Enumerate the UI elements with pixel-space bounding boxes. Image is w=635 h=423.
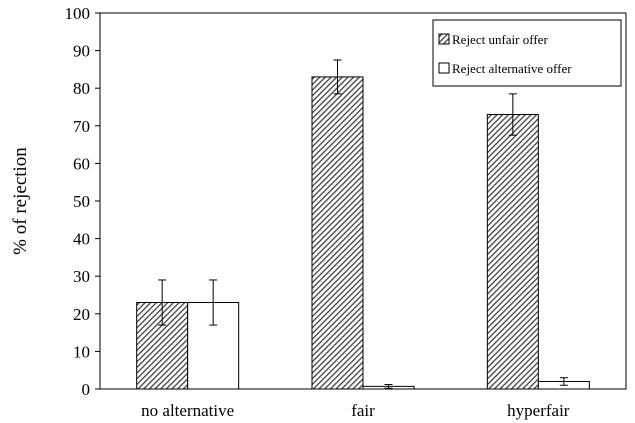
y-tick-label: 70	[73, 117, 90, 136]
legend-label-reject-unfair: Reject unfair offer	[452, 32, 548, 47]
legend-box	[432, 19, 622, 87]
y-tick-label: 0	[82, 380, 91, 399]
y-tick-label: 20	[73, 305, 90, 324]
error-bars	[158, 59, 568, 389]
category-label: no alternative	[141, 401, 234, 420]
y-tick-label: 100	[65, 4, 91, 23]
legend: Reject unfair offer Reject alternative o…	[432, 19, 622, 87]
bars	[136, 76, 590, 390]
y-tick-label: 90	[73, 42, 90, 61]
y-axis-label: % of rejection	[10, 147, 31, 255]
bar-reject-unfair	[486, 114, 539, 390]
y-ticks: 0 10 20 30 40 50 60 70 80 90 100	[65, 4, 100, 399]
x-categories: no alternative fair hyperfair	[141, 401, 570, 420]
y-tick-label: 10	[73, 342, 90, 361]
bar-reject-unfair	[311, 76, 364, 390]
legend-swatch-reject-alternative	[438, 62, 450, 74]
category-label: fair	[351, 401, 375, 420]
y-tick-label: 40	[73, 230, 90, 249]
legend-label-reject-alternative: Reject alternative offer	[452, 61, 572, 76]
y-tick-label: 50	[73, 192, 90, 211]
category-label: hyperfair	[507, 401, 570, 420]
y-tick-label: 60	[73, 154, 90, 173]
legend-swatch-reject-unfair	[438, 33, 450, 45]
y-tick-label: 80	[73, 79, 90, 98]
y-tick-label: 30	[73, 267, 90, 286]
